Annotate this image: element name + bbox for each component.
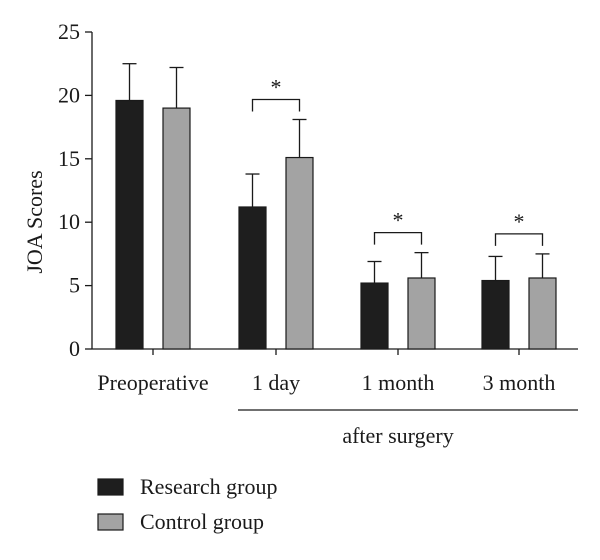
category-label: 3 month <box>483 370 556 395</box>
y-tick-label: 25 <box>58 19 80 44</box>
category-label: Preoperative <box>97 370 208 395</box>
y-axis-label: JOA Scores <box>22 170 47 273</box>
significance-asterisk: * <box>271 74 282 99</box>
y-tick-label: 20 <box>58 82 80 107</box>
bars <box>115 63 557 350</box>
bar <box>115 99 144 350</box>
x-axis <box>92 348 578 355</box>
category-labels: Preoperative 1 day 1 month 3 month <box>97 370 555 395</box>
significance-bracket <box>494 233 544 246</box>
y-tick-label: 15 <box>58 146 80 171</box>
bar <box>481 279 510 350</box>
y-tick-label: 5 <box>69 273 80 298</box>
legend-label: Control group <box>140 509 264 534</box>
significance-bracket <box>373 231 423 245</box>
y-axis: 0 5 10 15 20 25 <box>58 19 93 361</box>
legend-swatch <box>97 478 124 496</box>
legend: Research group Control group <box>97 474 277 534</box>
bar <box>528 277 557 350</box>
category-label: 1 month <box>362 370 435 395</box>
significance-bracket <box>251 98 301 112</box>
bar <box>238 206 267 350</box>
bar <box>360 282 389 350</box>
y-tick-label: 10 <box>58 209 80 234</box>
significance-markers: * * * <box>251 74 544 246</box>
category-label: 1 day <box>252 370 300 395</box>
bar <box>285 156 314 350</box>
significance-asterisk: * <box>514 209 525 234</box>
bar <box>407 277 436 350</box>
legend-label: Research group <box>140 474 277 499</box>
bar <box>162 107 191 350</box>
y-tick-label: 0 <box>69 336 80 361</box>
legend-swatch <box>97 513 124 531</box>
significance-asterisk: * <box>393 208 404 233</box>
group-label: after surgery <box>342 423 453 448</box>
